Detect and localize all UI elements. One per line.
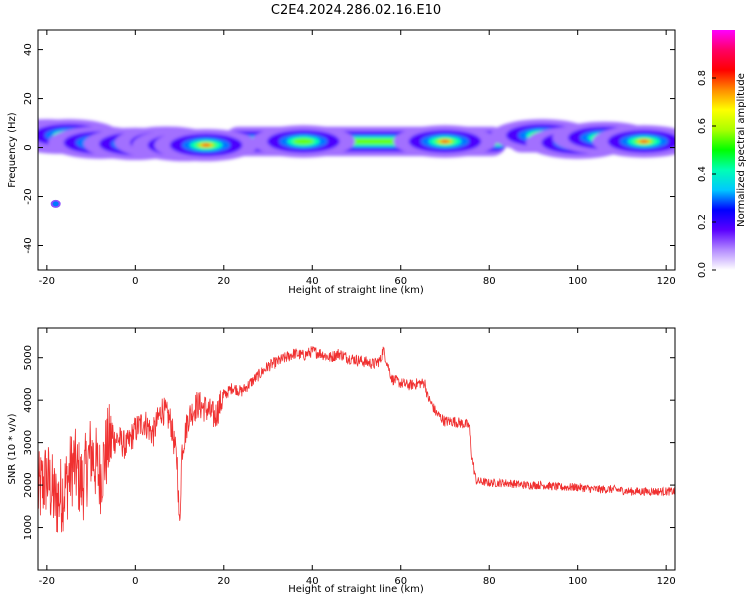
top-y-ticks: -40 -20 0 20 40 bbox=[23, 43, 675, 254]
spectral-hotspot bbox=[293, 138, 314, 145]
bottom-x-ticks: -20 0 20 40 60 80 100 120 bbox=[39, 328, 676, 587]
top-y-tick-label: 20 bbox=[23, 92, 34, 105]
bottom-y-tick-label: 2000 bbox=[23, 472, 34, 497]
top-x-tick-label: 80 bbox=[483, 276, 496, 287]
colorbar-ticks: 0.0 0.2 0.4 0.6 0.8 bbox=[697, 70, 716, 278]
bottom-x-tick-label: 100 bbox=[568, 576, 587, 587]
top-y-tick-label: 40 bbox=[23, 43, 34, 56]
bottom-y-axis-label: SNR (10 * v/v) bbox=[7, 413, 18, 484]
bottom-plot-frame bbox=[37, 327, 676, 571]
colorbar-tick-label: 0.2 bbox=[697, 214, 708, 230]
top-x-tick-label: 0 bbox=[132, 276, 138, 287]
bottom-x-tick-label: 80 bbox=[483, 576, 496, 587]
bottom-x-tick-label: 60 bbox=[394, 576, 407, 587]
top-y-tick-label: 0 bbox=[23, 144, 34, 150]
colorbar-tick-label: 0.4 bbox=[697, 166, 708, 182]
top-plot-frame bbox=[37, 29, 676, 271]
bottom-x-tick-label: 20 bbox=[217, 576, 230, 587]
top-y-tick-label: -40 bbox=[23, 237, 34, 253]
bottom-x-axis-label: Height of straight line (km) bbox=[288, 584, 424, 595]
top-y-axis-label: Frequency (Hz) bbox=[7, 112, 18, 188]
spectrogram-layer bbox=[38, 119, 675, 208]
top-x-tick-label: 100 bbox=[568, 276, 587, 287]
bottom-x-tick-label: 120 bbox=[657, 576, 676, 587]
colorbar-tick-label: 0.0 bbox=[697, 262, 708, 278]
colorbar-label: Normalized spectral amplitude bbox=[736, 73, 747, 227]
top-x-tick-label: -20 bbox=[39, 276, 55, 287]
colorbar-tick-label: 0.8 bbox=[697, 70, 708, 86]
bottom-y-tick-label: 4000 bbox=[23, 387, 34, 412]
bottom-y-tick-label: 1000 bbox=[23, 515, 34, 540]
bottom-x-tick-label: 0 bbox=[132, 576, 138, 587]
top-x-tick-label: 40 bbox=[306, 276, 319, 287]
bottom-x-tick-label: -20 bbox=[39, 576, 55, 587]
spectral-band bbox=[38, 119, 675, 162]
bottom-x-tick-label: 40 bbox=[306, 576, 319, 587]
bottom-plot-area bbox=[38, 328, 675, 570]
colorbar-tick-label: 0.6 bbox=[697, 118, 708, 134]
spectral-hotspot bbox=[440, 140, 450, 143]
spectral-outlier-core bbox=[52, 201, 59, 207]
top-x-ticks: -20 0 20 40 60 80 100 120 bbox=[39, 30, 676, 287]
colorbar: 0.0 0.2 0.4 0.6 0.8 Normalized spectral ampl… bbox=[697, 30, 747, 278]
top-x-tick-label: 120 bbox=[657, 276, 676, 287]
top-x-axis-label: Height of straight line (km) bbox=[288, 285, 424, 296]
snr-series-line bbox=[38, 346, 675, 533]
bottom-y-tick-label: 5000 bbox=[23, 345, 34, 370]
bottom-y-ticks: 1000 2000 3000 4000 5000 bbox=[23, 345, 675, 540]
top-x-tick-label: 60 bbox=[394, 276, 407, 287]
colorbar-gradient bbox=[712, 30, 735, 270]
chart-title: C2E4.2024.286.02.16.E10 bbox=[271, 3, 441, 18]
spectral-hotspot bbox=[639, 140, 649, 143]
top-y-tick-label: -20 bbox=[23, 188, 34, 204]
spectral-hotspot bbox=[201, 143, 211, 147]
bottom-y-tick-label: 3000 bbox=[23, 430, 34, 455]
bottom-panel: -20 0 20 40 60 80 100 120 10002000300040005000 … bbox=[7, 327, 676, 595]
top-x-tick-label: 20 bbox=[217, 276, 230, 287]
top-panel: -20 0 20 40 60 80 100 120 -40 -20 0 20 40 Height of… bbox=[7, 29, 676, 296]
